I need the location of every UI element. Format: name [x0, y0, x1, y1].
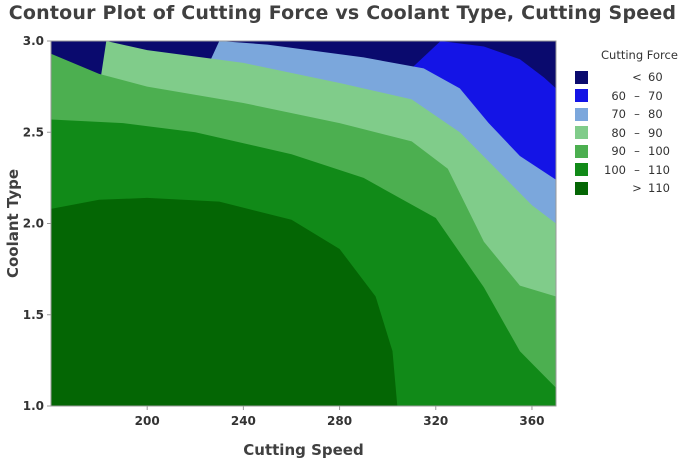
- legend-swatch: [575, 144, 588, 158]
- contour-regions: [51, 41, 556, 407]
- legend-range-separator: –: [634, 107, 640, 122]
- legend-range-separator: –: [634, 162, 640, 177]
- legend-range-separator: –: [634, 144, 640, 159]
- legend-range-separator: <: [632, 70, 642, 85]
- x-tick-label: 240: [231, 414, 256, 428]
- legend-entry: 100–110: [575, 161, 683, 180]
- legend-entry: >110: [575, 179, 683, 198]
- y-tick-label: 2.0: [23, 217, 44, 231]
- legend-range-separator: –: [634, 88, 640, 103]
- legend-entry: 90–100: [575, 142, 683, 161]
- x-tick-label: 200: [135, 414, 160, 428]
- legend-swatch: [575, 181, 588, 195]
- x-axis-label: Cutting Speed: [243, 441, 363, 459]
- legend-range-low: 100: [604, 162, 626, 177]
- y-tick-label: 1.0: [23, 399, 44, 413]
- legend-swatch: [575, 107, 588, 121]
- legend: Cutting Force <60 60–70 70–80 80–90 90–100 10…: [575, 48, 683, 198]
- legend-range-high: 100: [648, 144, 670, 159]
- x-tick-label: 280: [327, 414, 352, 428]
- chart-title: Contour Plot of Cutting Force vs Coolant…: [8, 2, 677, 24]
- legend-title: Cutting Force: [601, 48, 678, 62]
- legend-entry: <60: [575, 68, 683, 87]
- legend-swatch: [575, 163, 588, 177]
- y-tick-label: 2.5: [23, 125, 44, 139]
- x-tick-label: 320: [423, 414, 448, 428]
- legend-range-high: 110: [648, 181, 670, 196]
- y-axis-label: Coolant Type: [4, 169, 22, 278]
- legend-range-high: 70: [648, 88, 663, 103]
- legend-range-low: 60: [611, 88, 626, 103]
- legend-range-separator: –: [634, 125, 640, 140]
- legend-swatch: [575, 126, 588, 140]
- axis-ticks: 200 240 280 320 360 1.0 1.5 2.0 2.5 3.0: [23, 34, 545, 428]
- legend-entry: 60–70: [575, 87, 683, 106]
- y-tick-label: 1.5: [23, 308, 44, 322]
- legend-entry: 70–80: [575, 105, 683, 124]
- legend-swatch: [575, 70, 588, 84]
- legend-range-high: 80: [648, 107, 663, 122]
- contour-region-gt-110: [51, 197, 398, 406]
- y-tick-label: 3.0: [23, 34, 44, 48]
- x-tick-label: 360: [519, 414, 544, 428]
- legend-range-low: 90: [611, 144, 626, 159]
- legend-entry: 80–90: [575, 124, 683, 143]
- legend-swatch: [575, 89, 588, 103]
- legend-range-high: 90: [648, 125, 663, 140]
- legend-range-low: 70: [611, 107, 626, 122]
- legend-range-separator: >: [632, 181, 642, 196]
- legend-range-high: 110: [648, 162, 670, 177]
- legend-rows: <60 60–70 70–80 80–90 90–100 100–110 >110: [575, 68, 683, 198]
- legend-range-high: 60: [648, 70, 663, 85]
- legend-range-low: 80: [611, 125, 626, 140]
